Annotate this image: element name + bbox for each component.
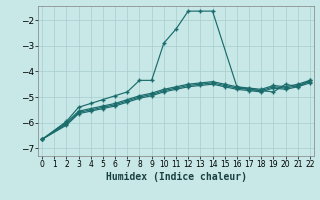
X-axis label: Humidex (Indice chaleur): Humidex (Indice chaleur) [106, 172, 246, 182]
